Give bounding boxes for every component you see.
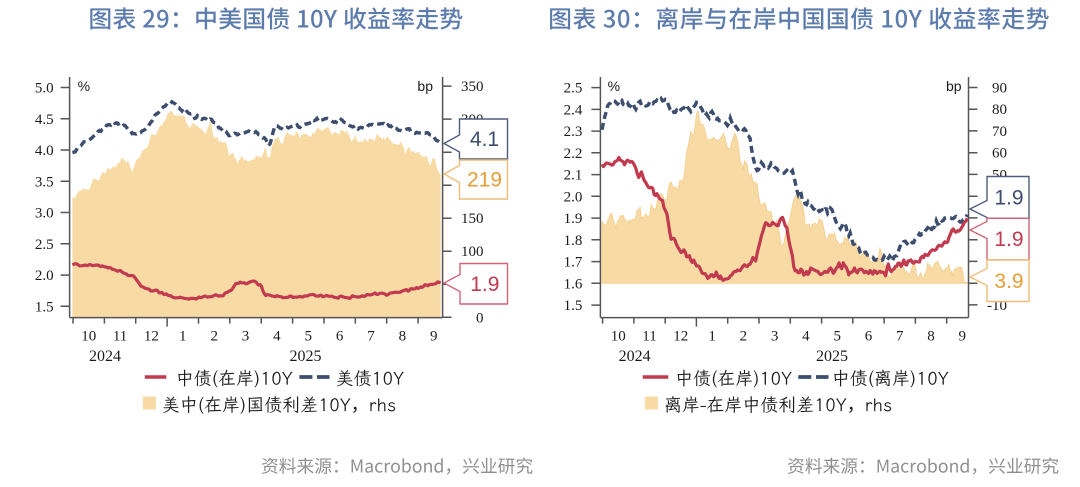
svg-text:1.9: 1.9 (564, 211, 583, 227)
svg-text:2025: 2025 (816, 348, 848, 365)
svg-text:7: 7 (896, 329, 904, 345)
svg-text:4.5: 4.5 (35, 112, 54, 128)
svg-text:90: 90 (992, 81, 1007, 97)
svg-text:80: 80 (992, 102, 1007, 118)
svg-text:bp: bp (946, 78, 962, 94)
svg-text:2.0: 2.0 (564, 189, 583, 205)
svg-text:2: 2 (210, 329, 218, 345)
svg-text:1: 1 (179, 329, 187, 345)
svg-text:%: % (608, 78, 620, 94)
svg-text:150: 150 (461, 211, 484, 227)
svg-text:1.7: 1.7 (564, 255, 583, 271)
svg-text:1: 1 (708, 329, 716, 345)
svg-text:12: 12 (673, 329, 688, 345)
svg-text:6: 6 (865, 329, 873, 345)
svg-text:2.5: 2.5 (564, 81, 583, 97)
svg-text:3: 3 (242, 329, 250, 345)
svg-text:12: 12 (144, 329, 159, 345)
svg-text:5: 5 (305, 329, 313, 345)
svg-text:70: 70 (992, 124, 1007, 140)
svg-text:4: 4 (273, 329, 281, 345)
svg-text:10: 10 (611, 329, 626, 345)
svg-text:8: 8 (927, 329, 935, 345)
svg-text:1.9: 1.9 (994, 228, 1023, 251)
svg-text:11: 11 (113, 329, 127, 345)
svg-text:4.1: 4.1 (470, 128, 499, 151)
svg-text:8: 8 (399, 329, 407, 345)
svg-text:1.9: 1.9 (994, 186, 1023, 209)
svg-text:11: 11 (642, 329, 656, 345)
svg-text:2.4: 2.4 (564, 102, 583, 118)
svg-text:4: 4 (802, 329, 810, 345)
svg-text:2024: 2024 (89, 348, 121, 365)
svg-text:3: 3 (771, 329, 779, 345)
svg-text:6: 6 (336, 329, 344, 345)
svg-text:2.3: 2.3 (564, 124, 583, 140)
svg-text:%: % (78, 78, 90, 94)
svg-text:3.0: 3.0 (35, 206, 54, 222)
svg-text:2.2: 2.2 (564, 146, 583, 162)
svg-text:219: 219 (467, 169, 502, 192)
svg-text:2.5: 2.5 (35, 237, 54, 253)
svg-text:3.9: 3.9 (994, 270, 1023, 293)
svg-text:1.5: 1.5 (564, 298, 583, 314)
svg-text:2.1: 2.1 (564, 168, 583, 184)
svg-text:9: 9 (959, 329, 967, 345)
svg-text:7: 7 (367, 329, 375, 345)
svg-text:1.5: 1.5 (35, 299, 54, 315)
svg-text:5.0: 5.0 (35, 81, 54, 97)
svg-text:2025: 2025 (290, 348, 322, 365)
svg-text:9: 9 (430, 329, 438, 345)
svg-text:1.9: 1.9 (470, 273, 499, 296)
svg-text:100: 100 (461, 244, 484, 260)
svg-text:2024: 2024 (619, 348, 651, 365)
svg-text:5: 5 (833, 329, 841, 345)
svg-text:2: 2 (740, 329, 748, 345)
svg-text:2.0: 2.0 (35, 268, 54, 284)
svg-text:60: 60 (992, 146, 1007, 162)
svg-text:1.6: 1.6 (564, 276, 583, 292)
svg-text:350: 350 (461, 79, 484, 95)
svg-text:bp: bp (417, 78, 433, 94)
svg-text:0: 0 (476, 310, 484, 326)
svg-text:4.0: 4.0 (35, 143, 54, 159)
svg-text:10: 10 (81, 329, 96, 345)
svg-text:1.8: 1.8 (564, 233, 583, 249)
svg-text:3.5: 3.5 (35, 174, 54, 190)
